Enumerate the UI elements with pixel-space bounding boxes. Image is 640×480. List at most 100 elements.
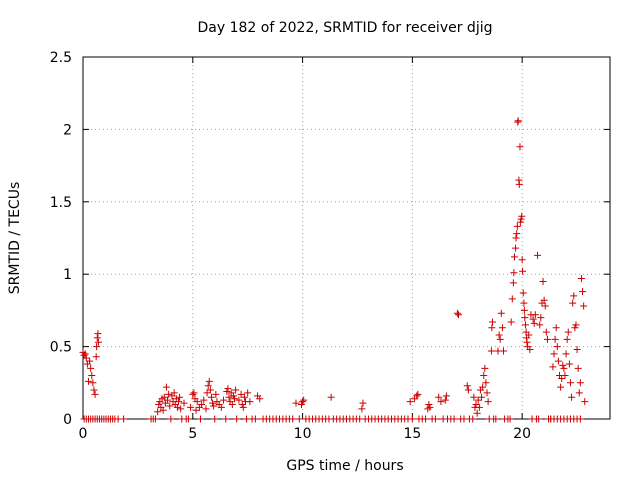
data-point: [573, 345, 581, 353]
data-point: [463, 382, 471, 390]
data-point: [81, 350, 89, 358]
data-point: [510, 269, 518, 277]
data-point: [570, 292, 578, 300]
data-point: [414, 390, 422, 398]
data-point: [474, 396, 482, 404]
data-point: [299, 398, 307, 406]
data-point: [571, 324, 579, 332]
data-point: [487, 347, 495, 355]
data-point: [453, 309, 461, 317]
data-point: [207, 393, 215, 401]
data-point: [498, 324, 506, 332]
x-tick-label: 0: [79, 426, 88, 442]
data-point: [518, 212, 526, 220]
data-point: [173, 403, 181, 411]
data-point: [482, 379, 490, 387]
data-point: [513, 222, 521, 230]
data-point: [225, 393, 233, 401]
data-point: [292, 399, 300, 407]
data-point: [167, 415, 175, 423]
data-point: [246, 398, 254, 406]
data-point: [507, 318, 515, 326]
data-point: [553, 343, 561, 351]
data-point: [473, 409, 481, 417]
data-point: [521, 321, 529, 329]
y-axis-tick-labels: 0 0.5 1 1.5 2 2.5: [50, 50, 72, 428]
data-point: [223, 387, 231, 395]
data-point: [534, 251, 542, 259]
data-point: [177, 405, 185, 413]
data-point: [202, 405, 210, 413]
data-point: [581, 398, 589, 406]
data-point: [519, 267, 527, 275]
data-point: [475, 403, 483, 411]
data-point: [154, 408, 162, 416]
data-point: [565, 360, 573, 368]
data-point: [541, 302, 549, 310]
data-point: [574, 364, 582, 372]
data-point: [521, 314, 529, 322]
data-point: [206, 386, 214, 394]
data-point: [469, 415, 477, 423]
data-point: [238, 401, 246, 409]
y-tick-label: 2.5: [50, 50, 72, 66]
data-point: [244, 389, 252, 397]
data-point: [300, 396, 308, 404]
data-point: [518, 256, 526, 264]
data-point: [222, 415, 230, 423]
data-point: [239, 403, 247, 411]
data-point: [160, 393, 168, 401]
data-point: [175, 398, 183, 406]
data-point: [180, 399, 188, 407]
data-point: [93, 334, 101, 342]
data-point: [537, 314, 545, 322]
y-tick-label: 0: [63, 412, 72, 428]
data-point: [205, 377, 213, 385]
data-point: [190, 389, 198, 397]
data-point: [508, 295, 516, 303]
data-point: [510, 253, 518, 261]
data-point: [164, 396, 172, 404]
data-point: [506, 415, 514, 423]
data-point: [327, 393, 335, 401]
x-tick-label: 10: [294, 426, 312, 442]
y-axis-title: SRMTID / TECUs: [7, 182, 23, 295]
data-point: [530, 319, 538, 327]
data-point: [224, 385, 232, 393]
data-point: [289, 415, 297, 423]
data-point: [497, 309, 505, 317]
data-point: [513, 230, 521, 238]
data-point: [193, 398, 201, 406]
data-point: [470, 393, 478, 401]
data-point: [489, 318, 497, 326]
data-point: [437, 398, 445, 406]
y-tick-label: 0.5: [50, 340, 72, 356]
axis-ticks: [82, 56, 610, 420]
data-point: [251, 415, 259, 423]
data-point: [151, 415, 159, 423]
data-point: [200, 396, 208, 404]
data-point: [554, 357, 562, 365]
data-point: [204, 382, 212, 390]
data-point: [297, 401, 305, 409]
data-point: [536, 321, 544, 329]
data-point: [93, 343, 101, 351]
data-point: [562, 350, 570, 358]
data-point: [166, 402, 174, 410]
data-point: [435, 393, 443, 401]
data-point: [552, 324, 560, 332]
gridlines: [83, 57, 610, 419]
data-point: [563, 335, 571, 343]
x-tick-label: 20: [513, 426, 531, 442]
data-point: [576, 415, 584, 423]
data-point: [210, 402, 218, 410]
x-axis-title: GPS time / hours: [286, 458, 403, 474]
data-point: [442, 392, 450, 400]
data-point: [520, 299, 528, 307]
data-point: [187, 403, 195, 411]
data-point: [539, 277, 547, 285]
data-point: [480, 372, 488, 380]
data-point: [229, 392, 237, 400]
data-point: [189, 390, 197, 398]
data-point: [478, 393, 486, 401]
